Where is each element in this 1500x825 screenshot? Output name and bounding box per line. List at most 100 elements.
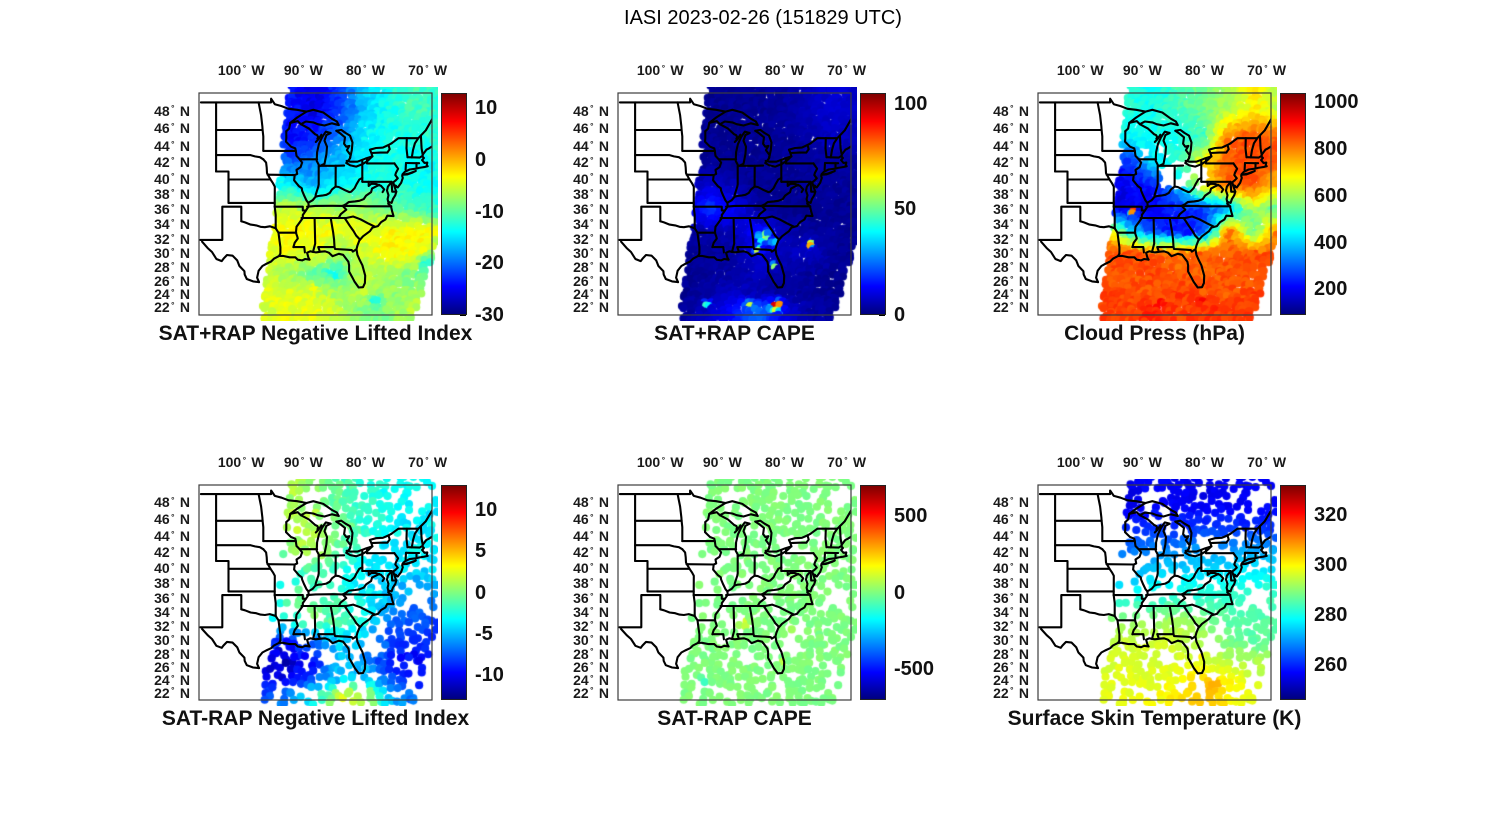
state-boundary — [390, 117, 432, 145]
state-boundary — [760, 572, 800, 596]
lon-tick-label: 70 ° W — [827, 62, 867, 78]
state-boundary — [1229, 569, 1237, 582]
state-boundary — [1229, 508, 1271, 535]
lat-tick-label: 24 ° N — [993, 286, 1029, 303]
degree-symbol: ° — [719, 454, 724, 465]
basemap-svg — [198, 92, 433, 316]
state-boundary — [1176, 215, 1215, 228]
state-boundary — [406, 155, 424, 159]
state-boundary — [1245, 545, 1263, 549]
lat-tick-label: 38 ° N — [573, 186, 609, 203]
state-boundary — [367, 569, 386, 583]
degree-symbol: ° — [1010, 512, 1014, 523]
state-boundary — [787, 534, 809, 545]
state-boundary — [1168, 216, 1175, 249]
state-boundary — [1153, 164, 1159, 198]
state-boundary — [317, 633, 321, 639]
degree-symbol: ° — [171, 187, 175, 198]
state-boundary — [809, 180, 817, 193]
degree-symbol: ° — [171, 575, 175, 586]
state-boundary — [1124, 512, 1131, 524]
degree-symbol: ° — [590, 121, 594, 132]
state-boundary — [390, 180, 398, 193]
lat-tick-label: 34 ° N — [154, 216, 190, 233]
degree-symbol: ° — [171, 171, 175, 182]
lat-tick-label: 26 ° N — [154, 272, 190, 289]
degree-symbol: ° — [1010, 605, 1014, 615]
state-boundary — [240, 608, 277, 618]
state-boundary — [1150, 604, 1156, 641]
state-boundary — [273, 205, 307, 212]
map-frame — [617, 484, 852, 701]
state-boundary — [711, 246, 725, 254]
lat-tick-label: 36 ° N — [154, 201, 190, 218]
state-boundary — [1138, 123, 1159, 140]
state-boundary — [748, 604, 755, 636]
degree-symbol: ° — [300, 62, 305, 73]
state-boundary — [1112, 594, 1146, 600]
state-boundary — [410, 137, 420, 159]
state-boundary — [1095, 535, 1271, 675]
colorbar — [441, 93, 467, 315]
degree-symbol: ° — [590, 512, 594, 523]
degree-symbol: ° — [590, 494, 594, 505]
state-boundary — [1224, 571, 1231, 593]
degree-symbol: ° — [171, 605, 175, 615]
state-boundary — [1038, 594, 1082, 629]
lat-tick-label: 32 ° N — [154, 230, 190, 247]
lat-tick-label: 30 ° N — [154, 245, 190, 262]
state-boundary — [368, 143, 390, 155]
lat-tick-label: 26 ° N — [993, 272, 1029, 289]
state-boundary — [402, 169, 417, 176]
degree-symbol: ° — [171, 590, 175, 601]
state-boundary — [804, 571, 811, 593]
lat-tick-label: 30 ° N — [573, 632, 609, 649]
basemap-svg — [1037, 484, 1272, 701]
state-boundary — [824, 527, 828, 549]
state-boundary — [257, 101, 265, 152]
state-boundary — [676, 493, 684, 543]
lat-tick-label: 30 ° N — [573, 245, 609, 262]
lat-tick-label: 26 ° N — [993, 658, 1029, 675]
map-frame — [198, 484, 433, 701]
degree-symbol: ° — [590, 605, 594, 615]
lat-tick-label: 48 ° N — [573, 493, 609, 510]
state-boundary — [1182, 604, 1200, 628]
basemap-svg — [198, 484, 433, 701]
state-boundary — [405, 527, 409, 549]
degree-symbol: ° — [171, 632, 175, 643]
state-boundary — [1146, 566, 1203, 593]
colorbar-tick-label: -10 — [475, 200, 504, 223]
lat-tick-label: 48 ° N — [993, 493, 1029, 510]
state-boundary — [289, 108, 340, 127]
degree-symbol: ° — [242, 62, 247, 73]
colorbar-tick-label: 0 — [475, 581, 487, 604]
colorbar-tick-label: 100 — [894, 92, 928, 115]
state-boundary — [311, 216, 317, 254]
degree-symbol: ° — [171, 560, 175, 571]
state-boundary — [1112, 205, 1116, 230]
state-boundary — [1180, 572, 1220, 596]
degree-symbol: ° — [300, 454, 305, 465]
state-boundary — [809, 569, 817, 582]
lon-tick-label: 100 ° W — [217, 454, 265, 470]
degree-symbol: ° — [1010, 590, 1014, 601]
state-boundary — [285, 121, 292, 133]
lon-tick-label: 80 ° W — [1184, 454, 1225, 470]
degree-symbol: ° — [242, 454, 247, 465]
lon-tick-label: 100 ° W — [1056, 454, 1104, 470]
colorbar-tick-label: 260 — [1314, 654, 1348, 676]
degree-symbol: ° — [590, 245, 594, 256]
state-boundary — [284, 520, 310, 636]
state-boundary — [1249, 137, 1259, 159]
state-boundary — [736, 633, 777, 640]
state-boundary — [786, 569, 805, 583]
degree-symbol: ° — [1010, 202, 1014, 213]
degree-symbol: ° — [171, 273, 175, 284]
state-boundary — [1038, 205, 1082, 241]
colorbar-tick-label: 800 — [1314, 138, 1348, 161]
degree-symbol: ° — [1010, 121, 1014, 132]
state-boundary — [634, 154, 684, 161]
